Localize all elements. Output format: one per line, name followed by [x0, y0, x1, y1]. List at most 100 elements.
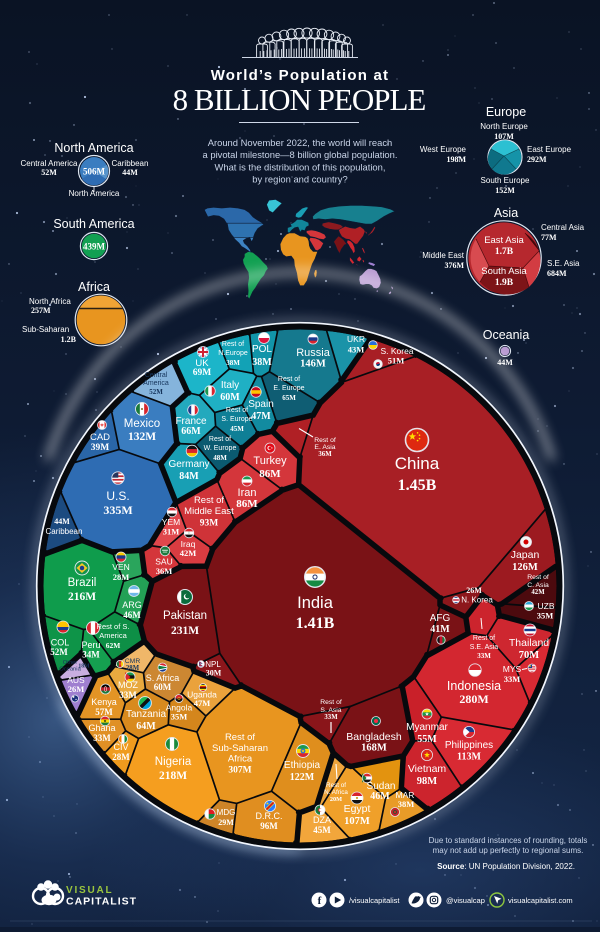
svg-text:38M: 38M — [398, 799, 415, 809]
svg-text:@visualcap: @visualcap — [446, 896, 485, 905]
svg-text:Indonesia: Indonesia — [447, 679, 501, 693]
svg-text:Rest of: Rest of — [225, 732, 255, 743]
svg-text:62M: 62M — [106, 641, 121, 650]
svg-text:UZB: UZB — [538, 601, 555, 611]
svg-text:57M: 57M — [95, 707, 113, 717]
svg-text:S.E. Asia: S.E. Asia — [470, 644, 499, 651]
svg-text:52M: 52M — [41, 168, 57, 177]
svg-text:218M: 218M — [159, 770, 187, 782]
svg-text:Oceania: Oceania — [483, 328, 530, 342]
svg-text:60M: 60M — [154, 682, 172, 692]
svg-text:33M: 33M — [119, 690, 137, 700]
svg-text:may not add up perfectly to re: may not add up perfectly to regional sum… — [433, 846, 584, 855]
svg-text:MDG: MDG — [217, 808, 236, 817]
svg-text:Central Asia: Central Asia — [541, 223, 585, 232]
svg-text:U.S.: U.S. — [106, 489, 129, 503]
svg-text:280M: 280M — [459, 692, 488, 706]
svg-text:146M: 146M — [300, 359, 326, 370]
svg-text:152M: 152M — [495, 186, 515, 195]
svg-text:Caribbean: Caribbean — [112, 159, 149, 168]
svg-text:West Europe: West Europe — [420, 145, 467, 154]
svg-text:America: America — [143, 380, 169, 387]
svg-text:Peru: Peru — [81, 640, 100, 650]
svg-text:33M: 33M — [504, 674, 521, 684]
svg-text:Rest of: Rest of — [320, 699, 342, 706]
svg-text:Uganda: Uganda — [187, 690, 217, 700]
svg-text:Spain: Spain — [248, 399, 274, 410]
svg-text:East Asia: East Asia — [484, 235, 524, 246]
svg-text:Caribbean: Caribbean — [46, 527, 83, 536]
svg-text:South Europe: South Europe — [481, 176, 530, 185]
svg-text:Rest of: Rest of — [194, 495, 224, 506]
svg-text:231M: 231M — [171, 625, 199, 637]
svg-text:North Europe: North Europe — [480, 122, 528, 131]
svg-text:CMR: CMR — [125, 658, 141, 665]
svg-text:South Asia: South Asia — [481, 266, 527, 277]
svg-text:DZA: DZA — [313, 815, 331, 825]
svg-text:Rest of: Rest of — [222, 341, 244, 348]
svg-text:AFG: AFG — [430, 613, 451, 624]
svg-text:Iran: Iran — [238, 487, 257, 499]
svg-text:65M: 65M — [282, 394, 296, 402]
svg-text:113M: 113M — [457, 752, 481, 763]
svg-text:ARG: ARG — [122, 600, 142, 610]
svg-text:43M: 43M — [348, 345, 365, 355]
svg-text:S. Asia: S. Asia — [320, 707, 341, 714]
svg-text:98M: 98M — [417, 776, 438, 787]
svg-text:Germany: Germany — [168, 459, 209, 470]
svg-text:86M: 86M — [259, 468, 281, 480]
svg-text:COL: COL — [51, 638, 70, 648]
svg-text:North America: North America — [69, 189, 120, 198]
svg-text:S. Africa: S. Africa — [146, 673, 180, 683]
svg-text:Mexico: Mexico — [124, 418, 160, 430]
svg-text:42M: 42M — [180, 548, 197, 558]
svg-text:Central America: Central America — [21, 159, 78, 168]
svg-text:307M: 307M — [228, 766, 251, 776]
svg-text:a pivotal milestone—8 billion: a pivotal milestone—8 billion global pop… — [203, 149, 398, 160]
svg-text:Middle East: Middle East — [422, 251, 465, 260]
svg-text:AUS: AUS — [67, 675, 85, 685]
svg-text:29M: 29M — [218, 818, 234, 827]
svg-text:70M: 70M — [519, 650, 540, 661]
svg-text:Rest of: Rest of — [326, 782, 346, 789]
svg-text:Asia: Asia — [494, 206, 518, 220]
svg-text:46M: 46M — [370, 791, 390, 802]
svg-text:Nigeria: Nigeria — [155, 756, 192, 768]
svg-text:Vietnam: Vietnam — [408, 763, 447, 775]
svg-text:45M: 45M — [313, 825, 331, 835]
svg-text:Other: Other — [63, 660, 78, 666]
svg-text:52M: 52M — [149, 388, 163, 396]
svg-text:47M: 47M — [251, 411, 271, 422]
svg-text:122M: 122M — [290, 772, 315, 783]
svg-text:N. Korea: N. Korea — [461, 596, 493, 605]
svg-text:Rest of: Rest of — [226, 407, 248, 414]
svg-text:39M: 39M — [91, 443, 110, 453]
svg-text:66M: 66M — [181, 426, 201, 437]
svg-text:28M: 28M — [112, 752, 130, 762]
svg-text:f: f — [318, 895, 322, 907]
svg-text:44M: 44M — [54, 517, 70, 526]
svg-text:India: India — [297, 594, 334, 612]
svg-text:CAD: CAD — [90, 432, 110, 443]
svg-text:38M: 38M — [226, 359, 240, 367]
svg-text:NPL: NPL — [205, 660, 221, 669]
svg-text:86M: 86M — [236, 498, 258, 510]
svg-text:1.9B: 1.9B — [495, 278, 514, 288]
svg-text:ا: ا — [189, 531, 190, 535]
svg-text:Myanmar: Myanmar — [406, 722, 448, 733]
svg-text:/visualcapitalist: /visualcapitalist — [349, 896, 400, 905]
svg-text:96M: 96M — [260, 821, 278, 831]
svg-text:W. Europe: W. Europe — [204, 445, 237, 452]
svg-text:China: China — [395, 454, 440, 473]
svg-text:Sub-Saharan: Sub-Saharan — [212, 743, 268, 754]
svg-text:26M: 26M — [68, 684, 85, 694]
svg-text:84M: 84M — [179, 471, 199, 482]
svg-text:69M: 69M — [193, 368, 212, 378]
svg-text:1.45B: 1.45B — [398, 477, 437, 494]
svg-text:CAPITALIST: CAPITALIST — [66, 896, 137, 908]
svg-text:335M: 335M — [103, 503, 132, 517]
svg-text:52M: 52M — [50, 647, 68, 657]
svg-text:Africa: Africa — [228, 754, 253, 765]
svg-text:48M: 48M — [213, 454, 227, 462]
svg-text:VISUAL: VISUAL — [66, 885, 113, 896]
